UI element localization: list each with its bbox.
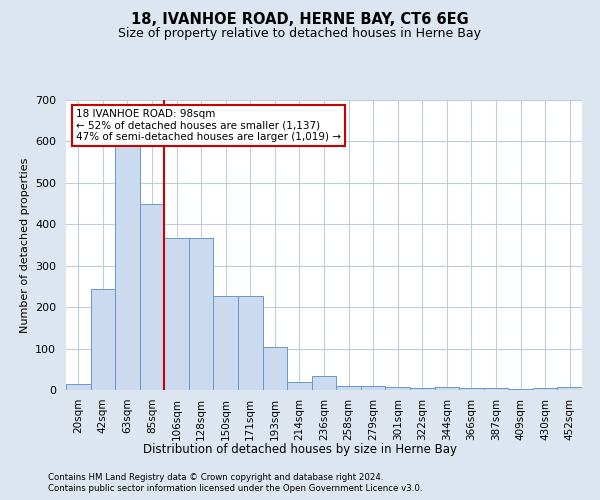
Bar <box>287 382 312 390</box>
Text: Size of property relative to detached houses in Herne Bay: Size of property relative to detached ho… <box>119 28 482 40</box>
Text: Distribution of detached houses by size in Herne Bay: Distribution of detached houses by size … <box>143 442 457 456</box>
Bar <box>533 388 557 390</box>
Bar <box>140 204 164 390</box>
Bar <box>385 386 410 390</box>
Bar <box>66 384 91 390</box>
Bar <box>91 288 115 390</box>
Bar <box>484 388 508 390</box>
Text: Contains HM Land Registry data © Crown copyright and database right 2024.: Contains HM Land Registry data © Crown c… <box>48 472 383 482</box>
Bar <box>508 389 533 390</box>
Bar <box>263 346 287 390</box>
Bar <box>434 386 459 390</box>
Bar <box>115 122 140 390</box>
Bar <box>164 238 189 390</box>
Bar <box>410 388 434 390</box>
Bar <box>189 238 214 390</box>
Bar <box>336 386 361 390</box>
Text: Contains public sector information licensed under the Open Government Licence v3: Contains public sector information licen… <box>48 484 422 493</box>
Bar <box>459 388 484 390</box>
Bar <box>238 296 263 390</box>
Text: 18 IVANHOE ROAD: 98sqm
← 52% of detached houses are smaller (1,137)
47% of semi-: 18 IVANHOE ROAD: 98sqm ← 52% of detached… <box>76 108 341 142</box>
Bar <box>557 386 582 390</box>
Bar <box>312 376 336 390</box>
Y-axis label: Number of detached properties: Number of detached properties <box>20 158 29 332</box>
Text: 18, IVANHOE ROAD, HERNE BAY, CT6 6EG: 18, IVANHOE ROAD, HERNE BAY, CT6 6EG <box>131 12 469 28</box>
Bar <box>214 296 238 390</box>
Bar <box>361 386 385 390</box>
